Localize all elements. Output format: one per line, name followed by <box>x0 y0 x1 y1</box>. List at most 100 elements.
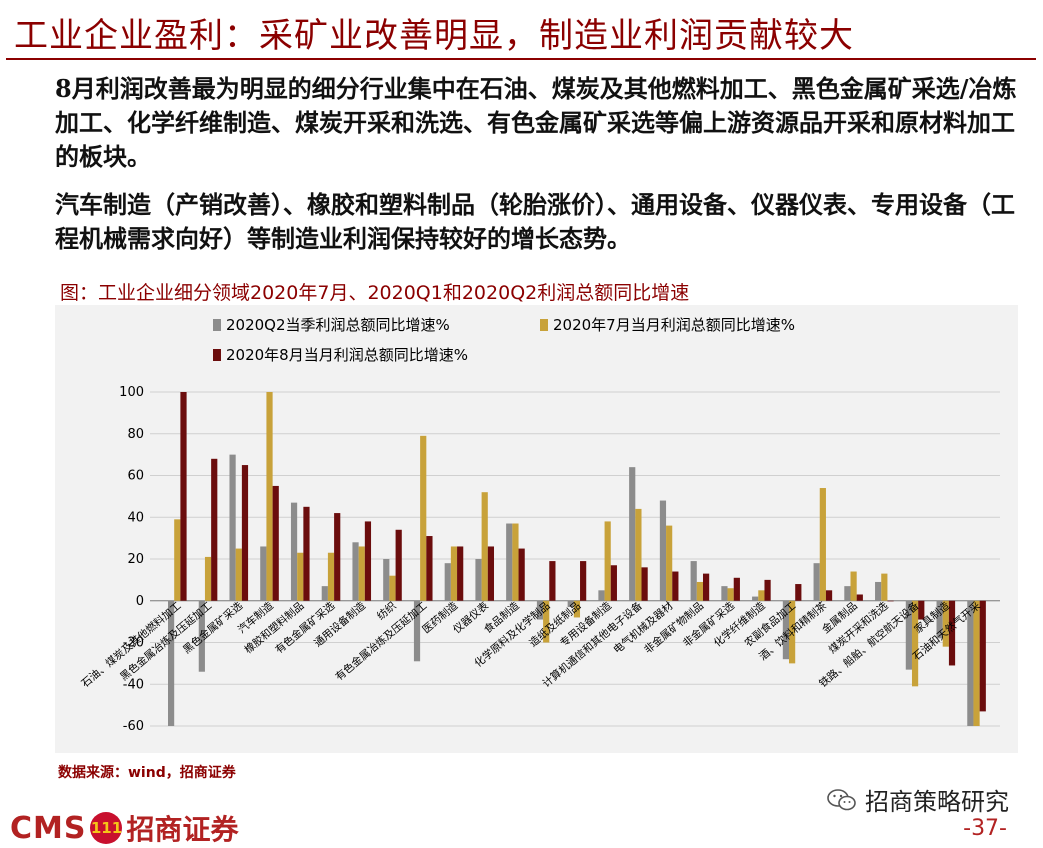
y-tick-label: 20 <box>127 552 144 567</box>
legend-swatch <box>540 319 548 331</box>
bar <box>598 590 605 601</box>
bar <box>875 581 882 601</box>
y-tick-label: 100 <box>119 385 144 400</box>
bar <box>672 571 679 601</box>
bar <box>383 559 390 601</box>
bar <box>659 500 667 601</box>
watermark-text: 招商策略研究 <box>865 788 1009 816</box>
bar <box>420 435 427 601</box>
bar <box>444 563 451 601</box>
logo-text: CMS <box>10 810 87 846</box>
bar <box>487 546 495 601</box>
bar <box>395 529 402 601</box>
bar <box>942 600 949 647</box>
bar <box>334 513 341 601</box>
x-category-label: 通用设备制造 <box>311 599 368 650</box>
bar <box>702 573 710 601</box>
y-tick-label: -20 <box>123 636 144 651</box>
bar <box>321 586 328 601</box>
bar <box>911 600 919 687</box>
y-tick-label: 0 <box>136 594 144 609</box>
bar <box>666 525 673 601</box>
bar <box>518 548 525 601</box>
bar <box>813 563 820 601</box>
bar <box>727 588 734 601</box>
bar <box>389 575 396 601</box>
bar <box>211 458 218 601</box>
legend-label: 2020年7月当月利润总额同比增速% <box>553 316 795 334</box>
x-category-label: 纺织 <box>374 599 398 622</box>
bar <box>413 600 421 662</box>
bar <box>327 552 335 601</box>
bar <box>303 506 310 601</box>
bar <box>733 577 740 601</box>
bar <box>229 454 236 601</box>
bar <box>352 542 359 601</box>
bar <box>297 552 304 601</box>
x-category-label: 造纸及纸制品 <box>527 599 584 649</box>
bar <box>604 521 611 601</box>
summary-paragraph-2: 汽车制造（产销改善）、橡胶和塑料制品（轮胎涨价）、通用设备、仪器仪表、专用设备（… <box>55 190 1015 253</box>
bar <box>358 546 365 601</box>
bar <box>426 536 433 601</box>
y-tick-label: 60 <box>127 469 144 484</box>
x-category-label: 非金属矿采选 <box>680 599 737 650</box>
bar <box>887 600 894 602</box>
bar <box>272 485 279 601</box>
bar <box>936 600 943 639</box>
legend-swatch <box>213 349 221 361</box>
bar <box>364 521 372 601</box>
bar <box>549 561 556 601</box>
bar <box>752 596 759 601</box>
bar <box>174 519 181 601</box>
bar <box>512 523 519 601</box>
bar <box>204 556 212 601</box>
bar <box>850 571 857 601</box>
wechat-icon <box>827 788 856 810</box>
bar <box>819 488 826 601</box>
bar <box>641 567 648 601</box>
legend-label: 2020Q2当季利润总额同比增速% <box>226 316 450 334</box>
y-tick-label: 40 <box>127 510 144 525</box>
bar <box>235 548 242 601</box>
bar <box>260 546 267 601</box>
bar <box>290 502 298 601</box>
logo-mark-icon: 111 <box>90 812 123 844</box>
bar <box>782 600 790 660</box>
title-divider <box>6 58 1036 60</box>
figure-title: 图：工业企业细分领域2020年7月、2020Q1和2020Q2利润总额同比增速 <box>60 282 690 304</box>
legend-label: 2020年8月当月利润总额同比增速% <box>226 346 468 364</box>
bar <box>536 600 544 620</box>
bar <box>629 467 636 601</box>
bar <box>881 573 888 601</box>
bar <box>696 581 703 601</box>
bar <box>948 600 956 666</box>
bar <box>967 600 974 726</box>
bar <box>758 590 765 601</box>
page-title: 工业企业盈利：采矿业改善明显，制造业利润贡献较大 <box>14 16 854 56</box>
bar <box>506 523 513 601</box>
bar <box>580 561 587 601</box>
x-category-label: 化学纤维制造 <box>711 599 768 650</box>
bar <box>573 600 581 618</box>
profit-growth-bar-chart: -60 -40 -20 0 20 40 60 80 100 2020Q2当季利润总额同比增速% 20… <box>79 316 1000 734</box>
bar <box>844 586 851 601</box>
bar <box>450 546 458 601</box>
y-tick-label: 80 <box>127 427 144 442</box>
bar <box>180 392 187 601</box>
y-tick-label: -60 <box>123 719 144 734</box>
bar <box>721 586 728 601</box>
bar <box>198 600 205 672</box>
bar <box>979 600 986 712</box>
bar <box>789 600 796 664</box>
bar <box>764 579 771 601</box>
bar <box>543 600 550 643</box>
bar <box>241 465 249 601</box>
bar <box>690 561 697 601</box>
cms-logo: CMS 111 招商证券 <box>10 808 239 848</box>
summary-paragraph-1: 8月利润改善最为明显的细分行业集中在石油、煤炭及其他燃料加工、黑色金属矿采选/冶… <box>55 74 1017 171</box>
bar <box>457 546 464 601</box>
bar <box>973 600 980 726</box>
bar <box>567 600 574 608</box>
wechat-watermark: 招商策略研究 <box>827 782 1009 817</box>
